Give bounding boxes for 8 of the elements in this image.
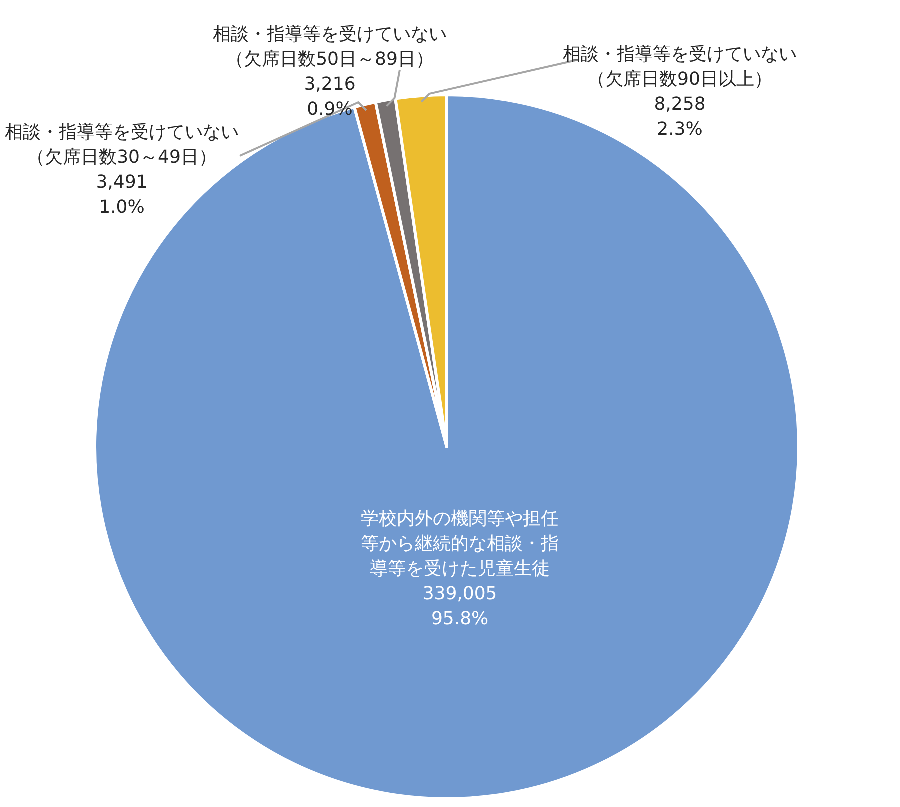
slice-label: 相談・指導等を受けていない（欠席日数50日～89日） bbox=[213, 24, 447, 70]
slice-label: 学校内外の機関等や担任等から継続的な相談・指導等を受けた児童生徒 bbox=[361, 508, 560, 580]
data-label: 3,216 0.9% bbox=[304, 74, 356, 120]
data-label: 339,005 95.8% bbox=[422, 584, 498, 630]
data-label: 3,491 1.0% bbox=[96, 172, 148, 218]
slice-label: 相談・指導等を受けていない（欠席日数90日以上） bbox=[563, 44, 797, 90]
data-label: 8,258 2.3% bbox=[654, 94, 706, 140]
slice-label: 相談・指導等を受けていない（欠席日数30～49日） bbox=[5, 122, 239, 168]
